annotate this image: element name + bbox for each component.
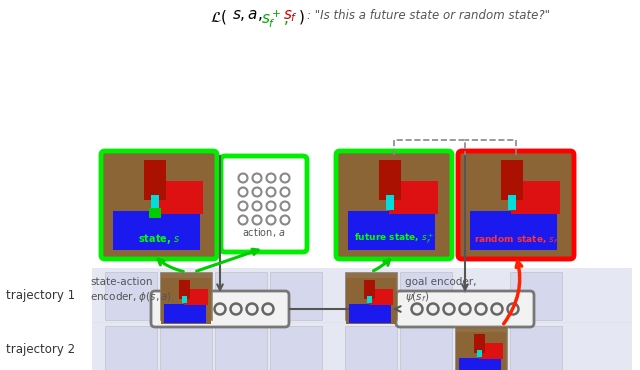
FancyBboxPatch shape: [336, 151, 452, 259]
Bar: [270, 326, 322, 370]
Bar: [364, 280, 374, 299]
Bar: [151, 195, 159, 210]
Bar: [470, 211, 557, 250]
Text: state, $s$: state, $s$: [138, 232, 180, 246]
Bar: [389, 181, 438, 214]
FancyBboxPatch shape: [151, 291, 289, 327]
Bar: [474, 334, 484, 353]
Bar: [270, 272, 322, 320]
Text: state-action: state-action: [90, 277, 152, 287]
Bar: [458, 358, 501, 370]
Text: random state, $s_f$: random state, $s_f$: [474, 233, 558, 246]
Bar: [345, 272, 397, 320]
Text: goal encoder,: goal encoder,: [405, 277, 477, 287]
Bar: [511, 181, 560, 214]
Bar: [379, 160, 401, 200]
Text: future state, $s_f^+$: future state, $s_f^+$: [354, 232, 434, 246]
Text: $s, a,$: $s, a,$: [232, 8, 262, 23]
Bar: [105, 326, 157, 370]
Bar: [163, 304, 206, 323]
Bar: [479, 343, 502, 359]
Text: ✕: ✕: [372, 299, 388, 319]
Bar: [92, 268, 632, 323]
Bar: [369, 289, 392, 305]
FancyBboxPatch shape: [458, 151, 574, 259]
FancyBboxPatch shape: [396, 291, 534, 327]
Bar: [345, 326, 397, 370]
Bar: [149, 208, 161, 218]
Bar: [346, 278, 396, 324]
Text: $\psi(s_f)$: $\psi(s_f)$: [405, 290, 429, 304]
Text: action, $a$: action, $a$: [242, 226, 286, 239]
Text: : "Is this a future state or random state?": : "Is this a future state or random stat…: [307, 9, 550, 22]
Bar: [465, 158, 567, 252]
Bar: [386, 195, 394, 210]
Bar: [343, 158, 445, 252]
Bar: [161, 278, 211, 324]
Bar: [182, 296, 186, 303]
Bar: [160, 326, 212, 370]
Bar: [184, 289, 207, 305]
Bar: [215, 326, 267, 370]
Bar: [108, 158, 210, 252]
Bar: [105, 272, 157, 320]
Bar: [367, 296, 371, 303]
Bar: [455, 326, 507, 370]
Bar: [508, 195, 516, 210]
Bar: [477, 350, 481, 357]
Bar: [345, 272, 397, 320]
Bar: [215, 272, 267, 320]
Bar: [160, 272, 212, 320]
Text: $s_f$: $s_f$: [283, 8, 298, 24]
Bar: [349, 304, 391, 323]
Text: encoder, $\phi(s, a)$.: encoder, $\phi(s, a)$.: [90, 290, 175, 304]
Bar: [113, 211, 200, 250]
Bar: [400, 272, 452, 320]
Bar: [179, 280, 189, 299]
Bar: [510, 326, 562, 370]
Text: $s_f^+,$: $s_f^+,$: [261, 8, 289, 30]
Bar: [500, 160, 523, 200]
FancyBboxPatch shape: [101, 151, 217, 259]
Bar: [510, 272, 562, 320]
Text: trajectory 2: trajectory 2: [6, 343, 75, 356]
Bar: [92, 322, 632, 370]
Bar: [154, 181, 203, 214]
Bar: [456, 332, 506, 370]
Bar: [160, 272, 212, 320]
Bar: [144, 160, 166, 200]
Bar: [348, 211, 435, 250]
Bar: [400, 326, 452, 370]
Text: $)$: $)$: [298, 8, 305, 26]
FancyBboxPatch shape: [221, 156, 307, 252]
Text: trajectory 1: trajectory 1: [6, 289, 75, 302]
Bar: [455, 326, 507, 370]
Text: $\mathcal{L}($: $\mathcal{L}($: [210, 8, 227, 26]
